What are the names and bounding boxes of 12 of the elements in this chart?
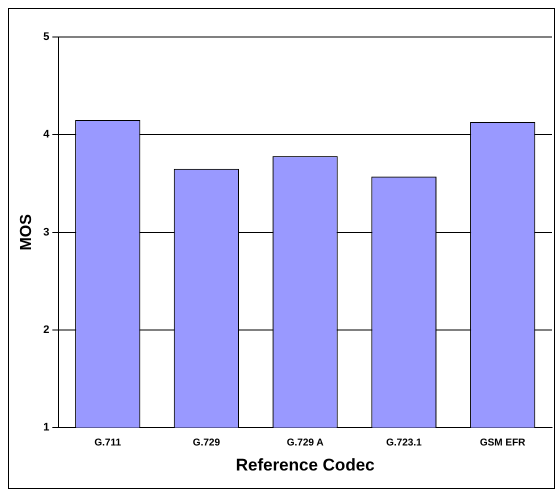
x-tick-label: G.723.1 <box>386 437 422 448</box>
x-tick-label: G.711 <box>94 437 122 448</box>
x-tick-label: G.729 <box>192 437 220 448</box>
y-axis-title: MOS <box>18 214 36 251</box>
x-axis-title: Reference Codec <box>236 455 375 474</box>
x-tick-label: G.729 A <box>286 437 324 448</box>
y-tick-label: 5 <box>43 31 50 44</box>
y-tick-label: 1 <box>43 422 50 434</box>
x-tick-label: GSM EFR <box>480 437 526 448</box>
y-tick-label: 4 <box>43 128 50 141</box>
y-tick-label: 2 <box>43 324 50 336</box>
y-tick-label: 3 <box>43 226 50 238</box>
